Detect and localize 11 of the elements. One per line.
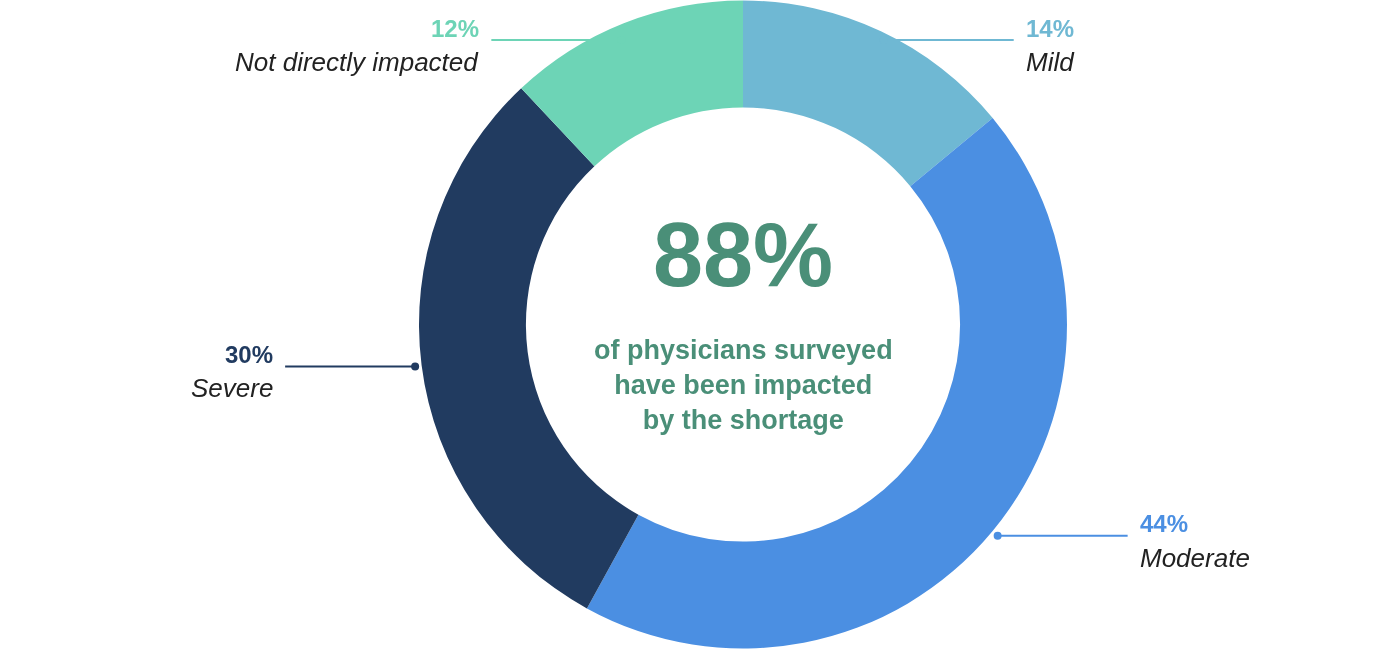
slice-label: Severe bbox=[191, 373, 274, 403]
data-label: 30% bbox=[225, 341, 274, 368]
text: 88% bbox=[653, 205, 834, 305]
slice-label: Not directly impacted bbox=[235, 47, 480, 77]
slice-label: Mild bbox=[1026, 47, 1076, 77]
data-label: 44% bbox=[1140, 510, 1189, 537]
data-label: 12% bbox=[431, 15, 480, 42]
donut-slice bbox=[586, 117, 1067, 649]
data-label: 14% bbox=[1026, 15, 1075, 42]
text: of physicians surveyed have been impacted by the shortage bbox=[594, 335, 893, 436]
slice-label: Moderate bbox=[1140, 543, 1250, 573]
